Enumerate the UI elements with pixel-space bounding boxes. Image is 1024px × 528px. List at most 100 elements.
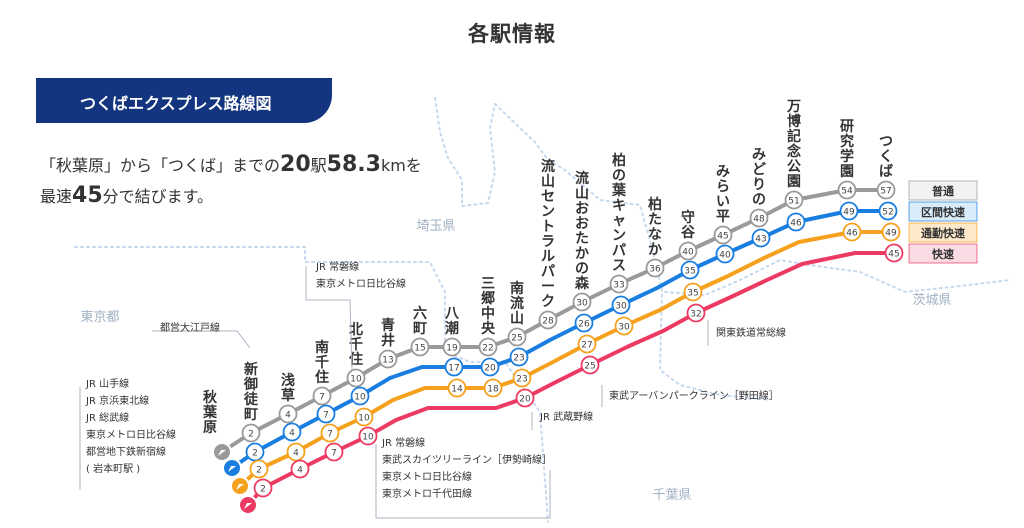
time-circle xyxy=(442,337,462,357)
station-name-char: 新 xyxy=(244,361,258,378)
legend-label: 普通 xyxy=(932,184,954,198)
intro-line-1: 「秋葉原」から「つくば」までの20駅58.3kmを xyxy=(40,150,422,181)
intro-text-part: 分で結びます。 xyxy=(102,187,214,206)
station-name-char: ャ xyxy=(612,213,626,229)
station-time-marker: 45 xyxy=(713,225,733,245)
travel-time-label: 27 xyxy=(581,341,592,351)
prefecture-boundary xyxy=(664,258,1011,297)
time-circle xyxy=(444,357,464,377)
station-name-char: 谷 xyxy=(681,225,696,241)
station-name-char: 森 xyxy=(575,275,590,292)
station-name-char: た xyxy=(648,212,662,228)
station-time-marker: 25 xyxy=(507,327,527,347)
station-time-marker: 14 xyxy=(447,378,467,398)
station-name-char: り xyxy=(752,177,766,193)
station-name-char: 研 xyxy=(840,119,854,135)
transfer-line-label: JR 常磐線 xyxy=(315,260,359,273)
time-circle xyxy=(577,334,597,354)
station-name-char: 町 xyxy=(413,321,427,337)
travel-time-label: 51 xyxy=(788,197,799,207)
travel-time-label: 2 xyxy=(252,449,258,459)
station-count: 20 xyxy=(280,152,311,177)
time-circle xyxy=(749,208,769,228)
station-time-marker: 49 xyxy=(881,222,901,242)
time-circle xyxy=(538,310,558,330)
station-name: 八潮 xyxy=(444,306,460,337)
station-name: 南千住 xyxy=(315,339,329,386)
time-circle xyxy=(837,180,857,200)
time-circle xyxy=(316,404,336,424)
travel-time-label: 23 xyxy=(516,375,527,385)
station-name-char: ク xyxy=(541,294,555,310)
region-label: 埼玉県 xyxy=(416,219,455,234)
transfer-line-label: 東京メトロ千代田線 xyxy=(382,487,472,500)
station-name-char: 公 xyxy=(787,159,801,175)
time-circle xyxy=(574,313,594,333)
station-time-marker: 32 xyxy=(686,303,706,323)
origin-marker xyxy=(238,495,258,515)
station-name-char: ン xyxy=(541,204,555,220)
station-name: 秋葉原 xyxy=(202,389,218,436)
page-title: 各駅情報 xyxy=(468,22,556,46)
transfer-connector xyxy=(375,444,551,519)
legend-swatch xyxy=(908,201,978,222)
time-circle xyxy=(478,337,498,357)
legend-swatch xyxy=(908,222,978,243)
travel-time-label: 48 xyxy=(753,215,765,225)
transfer-info: 都営大江戸線 xyxy=(152,321,251,349)
prefecture-boundary xyxy=(434,97,497,208)
station-time-marker: 19 xyxy=(442,337,462,357)
station-name-char: 秋 xyxy=(203,389,218,406)
station-name-char: 念 xyxy=(786,143,802,160)
fastest-time: 45 xyxy=(72,183,103,208)
station-time-marker: 46 xyxy=(786,212,806,232)
station-time-marker: 57 xyxy=(876,180,896,200)
time-circle xyxy=(784,190,804,210)
time-circle xyxy=(572,292,592,312)
legend-item: 区間快速 xyxy=(908,201,978,222)
station-name-char: 住 xyxy=(315,369,329,386)
station-name-char: 流 xyxy=(541,158,555,175)
station-name-char: パ xyxy=(541,264,555,280)
station-time-marker: 30 xyxy=(572,292,592,312)
station-time-marker: 35 xyxy=(683,282,703,302)
station-name-char: 究 xyxy=(840,133,854,150)
station-name-char: か xyxy=(648,242,662,258)
route-map-title-banner: つくばエクスプレス路線図 xyxy=(36,78,332,123)
origin-marker xyxy=(230,476,250,496)
station-time-marker: 46 xyxy=(842,222,862,242)
station-name-char: の xyxy=(612,168,626,184)
travel-time-label: 14 xyxy=(451,385,463,395)
prefecture-boundary xyxy=(494,103,771,401)
station-name-char: 郷 xyxy=(481,291,495,307)
station-name-char: 博 xyxy=(787,113,801,130)
time-circle xyxy=(378,349,398,369)
travel-time-label: 22 xyxy=(482,344,493,354)
station-time-marker: 48 xyxy=(749,208,769,228)
route-line xyxy=(246,251,894,507)
travel-time-label: 40 xyxy=(719,251,731,261)
travel-time-label: 2 xyxy=(248,430,254,440)
time-circle xyxy=(278,404,298,424)
time-circle xyxy=(241,423,261,443)
transfer-line-label: 東京メトロ日比谷線 xyxy=(316,277,406,290)
station-name-char: 千 xyxy=(315,354,329,371)
time-circle xyxy=(320,423,340,443)
time-circle xyxy=(678,241,698,261)
intro-text-part: 駅 xyxy=(310,156,327,175)
station-name-char: ス xyxy=(612,258,626,274)
travel-time-label: 30 xyxy=(576,299,588,309)
travel-time-label: 7 xyxy=(319,393,325,403)
station-time-marker: 13 xyxy=(378,349,398,369)
train-arrow-icon xyxy=(244,503,252,509)
travel-time-label: 2 xyxy=(260,485,266,495)
time-circle xyxy=(312,386,332,406)
travel-time-label: 52 xyxy=(882,208,893,218)
station-name-char: ば xyxy=(879,164,893,180)
station-time-marker: 20 xyxy=(480,357,500,377)
